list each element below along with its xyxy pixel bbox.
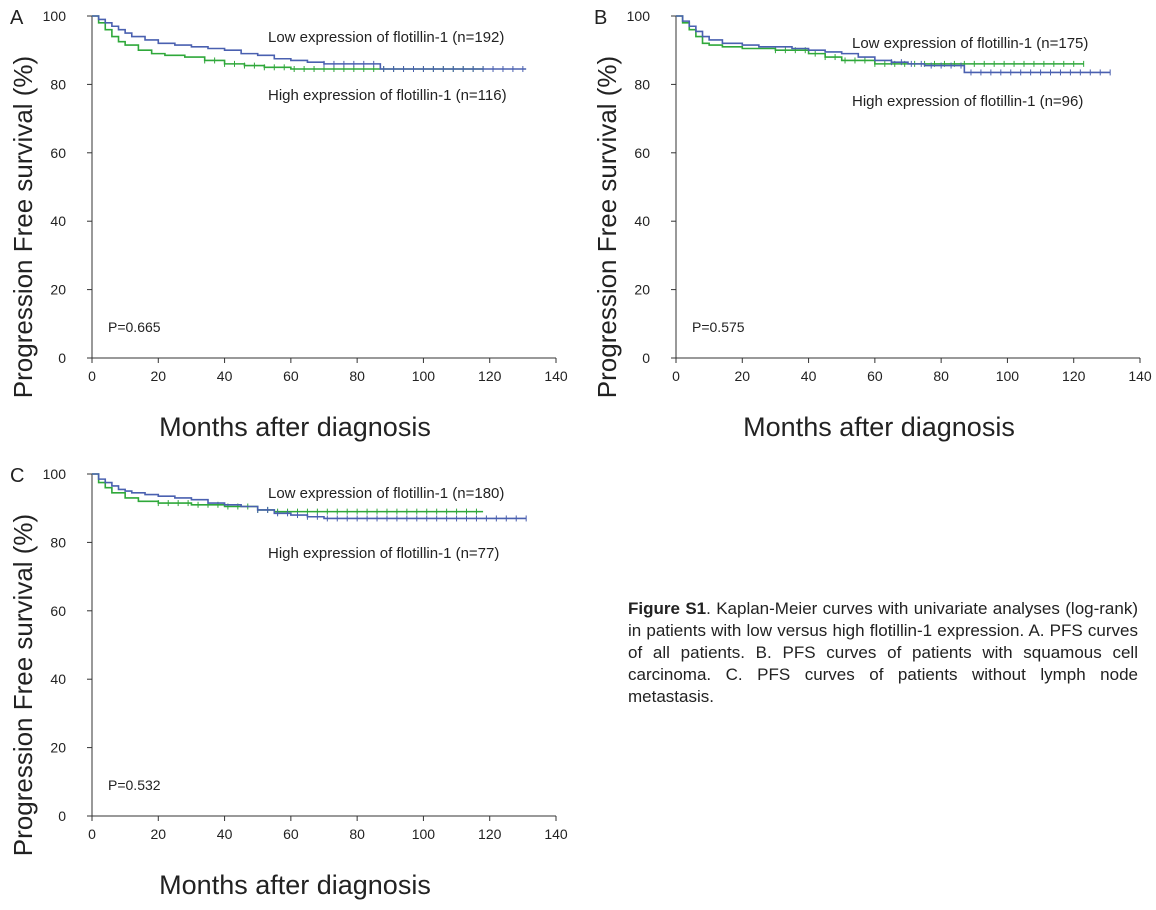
x-tick-label: 20 xyxy=(734,368,750,384)
x-tick-label: 80 xyxy=(349,368,365,384)
caption-text: . Kaplan-Meier curves with univariate an… xyxy=(628,599,1138,706)
y-axis-title: Progression Free survival (%) xyxy=(8,56,38,398)
x-tick-label: 100 xyxy=(412,368,436,384)
y-tick-label: 40 xyxy=(50,213,66,229)
caption-label: Figure S1 xyxy=(628,599,707,618)
y-tick-label: 80 xyxy=(50,76,66,92)
y-tick-label: 80 xyxy=(634,76,650,92)
x-tick-label: 140 xyxy=(544,826,568,842)
y-axis-title: Progression Free survival (%) xyxy=(592,56,622,398)
x-tick-label: 20 xyxy=(150,368,166,384)
legend-label-high: High expression of flotillin-1 (n=96) xyxy=(852,93,1083,110)
series-line-high xyxy=(676,15,1084,65)
x-tick-label: 100 xyxy=(412,826,436,842)
x-axis-title: Months after diagnosis xyxy=(159,412,431,442)
y-tick-label: 60 xyxy=(634,145,650,161)
p-value-annotation: P=0.665 xyxy=(108,319,161,335)
y-tick-label: 20 xyxy=(50,740,66,756)
x-axis-title: Months after diagnosis xyxy=(743,412,1015,442)
x-tick-label: 0 xyxy=(88,368,96,384)
y-tick-label: 0 xyxy=(58,808,66,824)
x-tick-label: 140 xyxy=(1128,368,1152,384)
y-tick-label: 100 xyxy=(627,8,651,24)
x-tick-label: 60 xyxy=(283,826,299,842)
y-tick-label: 20 xyxy=(50,282,66,298)
legend-label-low: Low expression of flotillin-1 (n=175) xyxy=(852,35,1088,52)
km-chart-a: A 0 20 40 60 80 100 120 140 0 20 40 60 80 100 Months af… xyxy=(8,7,568,442)
panel-letter: A xyxy=(10,7,24,29)
y-tick-label: 40 xyxy=(50,671,66,687)
x-tick-label: 0 xyxy=(672,368,680,384)
x-tick-label: 120 xyxy=(1062,368,1086,384)
y-tick-label: 0 xyxy=(58,350,66,366)
y-tick-label: 100 xyxy=(43,8,67,24)
p-value-annotation: P=0.532 xyxy=(108,777,161,793)
chart-panel-b: B 0 20 40 60 80 100 120 140 0 20 40 60 80 100 Months af… xyxy=(584,0,1156,452)
figure-caption: Figure S1. Kaplan-Meier curves with univ… xyxy=(628,598,1138,708)
y-tick-label: 40 xyxy=(634,213,650,229)
legend-label-low: Low expression of flotillin-1 (n=192) xyxy=(268,29,504,46)
panel-letter: C xyxy=(10,465,24,487)
x-tick-label: 80 xyxy=(933,368,949,384)
chart-panel-a: A 0 20 40 60 80 100 120 140 0 20 40 60 80 100 Months af… xyxy=(0,0,578,452)
x-tick-label: 20 xyxy=(150,826,166,842)
y-tick-label: 60 xyxy=(50,603,66,619)
panel-letter: B xyxy=(594,7,607,29)
x-tick-label: 80 xyxy=(349,826,365,842)
series-line-low xyxy=(92,473,527,520)
x-tick-label: 120 xyxy=(478,368,502,384)
legend-label-high: High expression of flotillin-1 (n=77) xyxy=(268,545,499,562)
x-tick-label: 60 xyxy=(867,368,883,384)
chart-panel-c: C 0 20 40 60 80 100 120 140 0 20 40 60 80 100 Months af… xyxy=(0,458,578,910)
x-tick-label: 100 xyxy=(996,368,1020,384)
km-chart-b: B 0 20 40 60 80 100 120 140 0 20 40 60 80 100 Months af… xyxy=(592,7,1152,442)
x-tick-label: 140 xyxy=(544,368,568,384)
y-axis-title: Progression Free survival (%) xyxy=(8,514,38,856)
y-tick-label: 20 xyxy=(634,282,650,298)
legend-label-low: Low expression of flotillin-1 (n=180) xyxy=(268,485,504,502)
series-line-high xyxy=(92,15,484,70)
y-tick-label: 100 xyxy=(43,466,67,482)
x-axis-title: Months after diagnosis xyxy=(159,870,431,900)
x-tick-label: 40 xyxy=(801,368,817,384)
x-tick-label: 60 xyxy=(283,368,299,384)
x-tick-label: 0 xyxy=(88,826,96,842)
legend-label-high: High expression of flotillin-1 (n=116) xyxy=(268,87,507,104)
x-tick-label: 40 xyxy=(217,826,233,842)
km-chart-c: C 0 20 40 60 80 100 120 140 0 20 40 60 80 100 Months af… xyxy=(8,465,568,900)
x-tick-label: 120 xyxy=(478,826,502,842)
x-tick-label: 40 xyxy=(217,368,233,384)
y-tick-label: 80 xyxy=(50,534,66,550)
y-tick-label: 60 xyxy=(50,145,66,161)
p-value-annotation: P=0.575 xyxy=(692,319,745,335)
series-line-low xyxy=(676,15,1111,74)
y-tick-label: 0 xyxy=(642,350,650,366)
